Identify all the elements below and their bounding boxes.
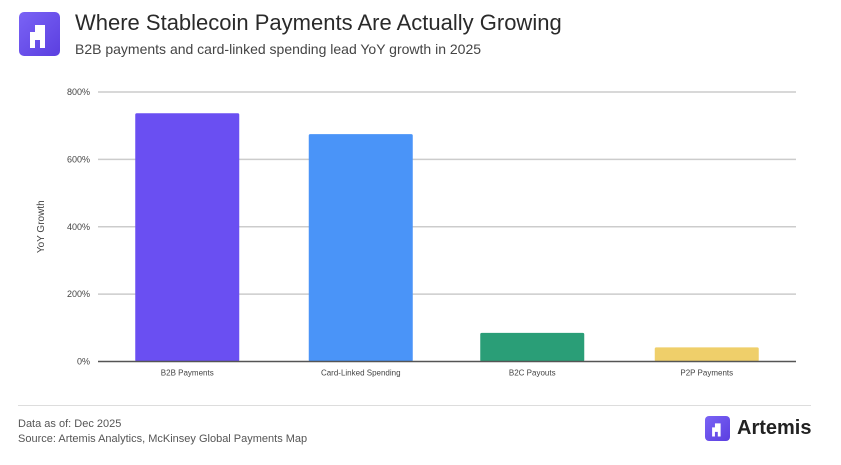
bar-card-linked-spending bbox=[308, 134, 413, 362]
y-tick-label: 0% bbox=[77, 357, 90, 367]
y-tick-label: 600% bbox=[67, 154, 90, 164]
bar-b2b-payments bbox=[135, 113, 240, 362]
y-axis-label: YoY Growth bbox=[36, 200, 47, 253]
x-tick-label: P2P Payments bbox=[680, 369, 733, 378]
y-tick-label: 200% bbox=[67, 289, 90, 299]
x-tick-label: B2B Payments bbox=[161, 369, 214, 378]
artemis-brand-icon bbox=[705, 416, 730, 441]
brand: Artemis bbox=[705, 416, 811, 441]
x-tick-label: B2C Payouts bbox=[509, 369, 556, 378]
chart-subtitle: B2B payments and card-linked spending le… bbox=[75, 41, 482, 57]
bar-chart: 0% 200% 400% 600% 800% B2B Payments Card-Linke… bbox=[36, 87, 796, 378]
source-note: Source: Artemis Analytics, McKinsey Glob… bbox=[18, 433, 308, 445]
bar-b2c-payouts bbox=[480, 332, 585, 362]
brand-name: Artemis bbox=[737, 417, 812, 439]
y-tick-label: 400% bbox=[67, 222, 90, 232]
bar-p2p-payments bbox=[654, 347, 759, 362]
data-as-of: Data as of: Dec 2025 bbox=[18, 418, 122, 430]
artemis-logo-icon bbox=[19, 12, 60, 56]
x-tick-label: Card-Linked Spending bbox=[321, 369, 401, 378]
footer-divider bbox=[18, 405, 811, 406]
chart-title: Where Stablecoin Payments Are Actually G… bbox=[75, 10, 562, 35]
y-tick-label: 800% bbox=[67, 87, 90, 97]
